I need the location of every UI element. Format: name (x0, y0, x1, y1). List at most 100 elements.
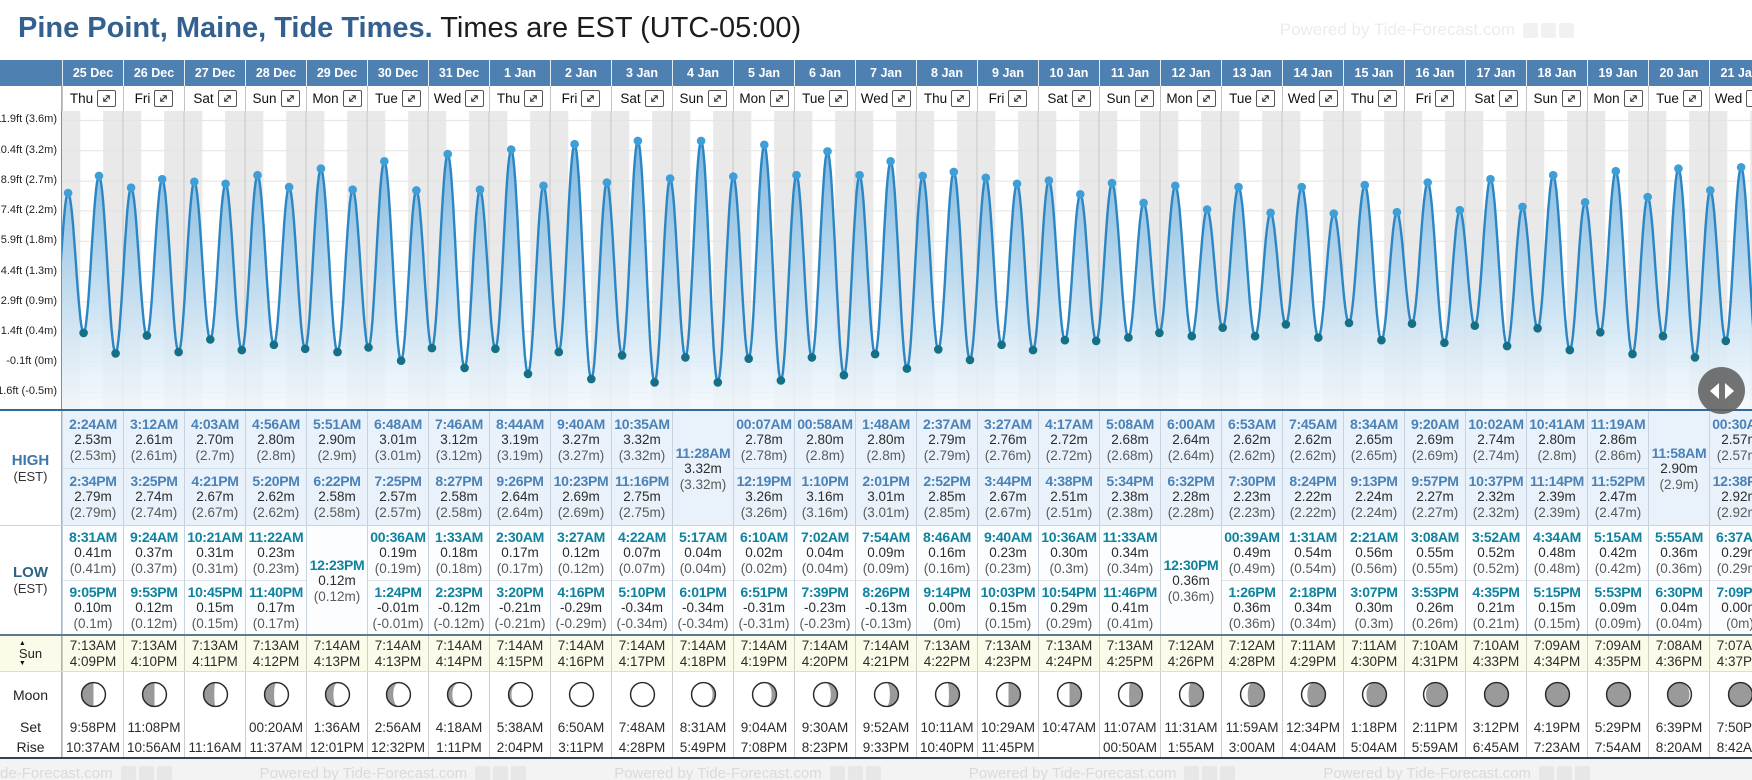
low-tide-cell-27: 6:37AM0.29m(0.29m)7:09PM0.00m(0m) (1709, 526, 1752, 634)
weekday-text: Wed (433, 91, 462, 106)
sunset-time: 4:28PM (1228, 653, 1276, 669)
expand-day-button[interactable] (1378, 90, 1398, 107)
low-tide-height: 0.15m (1538, 599, 1576, 615)
moon-phase-icon (1544, 681, 1570, 708)
moonset-row-label: Set (0, 717, 62, 737)
high-tide-height: 2.64m (1172, 431, 1210, 447)
low-tide-time: 4:35PM (1472, 583, 1520, 600)
low-tide-event: 8:26PM -0.13m (-0.13m) (856, 579, 916, 635)
expand-day-button[interactable] (217, 90, 237, 107)
expand-day-button[interactable] (401, 90, 421, 107)
high-tide-time: 7:25PM (374, 473, 422, 490)
low-tide-event: 4:16PM -0.29m (-0.29m) (551, 579, 611, 635)
expand-day-button[interactable] (1008, 90, 1028, 107)
high-tide-time: 4:38PM (1045, 473, 1093, 490)
low-tide-height: 0.26m (1416, 599, 1454, 615)
powered-by-footer-0: Powered by Tide-Forecast.com (0, 765, 172, 780)
high-tide-event: 3:27AM 2.76m (2.76m) (978, 411, 1038, 468)
expand-day-button[interactable] (1319, 90, 1339, 107)
high-tide-event: 2:24AM 2.53m (2.53m) (63, 411, 123, 468)
low-tide-time: 7:39PM (801, 583, 849, 600)
expand-day-button[interactable] (97, 90, 117, 107)
high-tide-height-alt: (2.58m) (435, 505, 483, 521)
expand-day-button[interactable] (1623, 90, 1643, 107)
low-tide-event: 8:46AM 0.16m (0.16m) (917, 526, 977, 580)
expand-day-button[interactable] (828, 90, 848, 107)
high-tide-event: 9:40AM 3.27m (3.27m) (551, 411, 611, 468)
high-tide-event: 5:51AM 2.90m (2.9m) (307, 411, 367, 468)
high-tide-cell-2: 4:03AM 2.70m (2.7m) 4:21PM 2.67m (2.67m) (184, 411, 245, 525)
sunset-time: 4:23PM (984, 653, 1032, 669)
brand-icon (1184, 766, 1200, 780)
expand-day-button[interactable] (951, 90, 971, 107)
expand-day-button[interactable] (1561, 90, 1581, 107)
date-cell-22: 16 Jan (1404, 60, 1465, 86)
weekday-cell-9: Sat (611, 86, 672, 111)
expand-day-button[interactable] (1746, 90, 1752, 107)
sun-times-cell-19: 7:12AM 4:28PM (1221, 636, 1282, 671)
moonrise-cell-19: 3:00AM (1221, 737, 1282, 757)
high-tide-time: 9:26PM (496, 473, 544, 490)
expand-day-button[interactable] (465, 90, 485, 107)
high-tide-cell-17: 5:08AM 2.68m (2.68m) 5:34PM 2.38m (2.38m) (1099, 411, 1160, 525)
expand-day-button[interactable] (154, 90, 174, 107)
low-tide-height: 0.04m (684, 545, 722, 561)
expand-day-button[interactable] (769, 90, 789, 107)
low-tide-time: 1:24PM (374, 583, 422, 600)
moonrise-cell-25: 7:54AM (1587, 737, 1648, 757)
sunset-time: 4:25PM (1106, 653, 1154, 669)
expand-day-button[interactable] (1134, 90, 1154, 107)
expand-day-button[interactable] (581, 90, 601, 107)
high-tide-time: 2:37AM (923, 415, 971, 432)
high-tide-time: 10:23PM (553, 473, 609, 490)
high-tide-time: 11:14PM (1530, 473, 1584, 490)
expand-day-button[interactable] (1071, 90, 1091, 107)
low-tide-cell-8: 3:27AM 0.12m (0.12m) 4:16PM -0.29m (-0.29m) (550, 526, 611, 634)
low-tide-time: 8:46AM (923, 529, 971, 546)
high-tide-event: 7:25PM 2.57m (2.57m) (368, 467, 428, 526)
expand-day-button[interactable] (644, 90, 664, 107)
high-tide-time: 11:28AM (675, 444, 731, 461)
moonset-cell-6: 4:18AM (428, 717, 489, 737)
scroll-right-button[interactable] (1698, 367, 1745, 414)
expand-day-button[interactable] (342, 90, 362, 107)
moon-phase-cell-16 (1038, 672, 1099, 717)
date-cell-5: 30 Dec (367, 60, 428, 86)
low-tide-time: 3:07PM (1350, 583, 1398, 600)
expand-day-button[interactable] (1196, 90, 1216, 107)
low-tide-event: 7:02AM 0.04m (0.04m) (795, 526, 855, 580)
expand-day-button[interactable] (707, 90, 727, 107)
weekday-cell-20: Wed (1282, 86, 1343, 111)
sunrise-time: 7:13AM (69, 637, 117, 653)
moon-phase-cell-21 (1343, 672, 1404, 717)
expand-day-button[interactable] (524, 90, 544, 107)
high-tide-cell-12: 00:58AM 2.80m (2.8m) 1:10PM 3.16m (3.16m) (794, 411, 855, 525)
low-tide-height-alt: (0.17m) (252, 615, 300, 631)
mountain-icon (1559, 22, 1574, 38)
expand-day-button[interactable] (280, 90, 300, 107)
low-tide-event: 4:35PM 0.21m (0.21m) (1466, 579, 1526, 635)
moon-phase-icon (141, 681, 167, 708)
expand-day-button[interactable] (1498, 90, 1518, 107)
moon-phase-cell-26 (1648, 672, 1709, 717)
weekday-text: Wed (860, 91, 889, 106)
tide-chart: 11.9ft (3.6m) 10.4ft (3.2m) 8.9ft (2.7m) 7.… (0, 111, 1752, 409)
powered-by-icons (1538, 766, 1590, 780)
high-tide-height-alt: (2.85m) (923, 505, 971, 521)
low-tide-event: 5:55AM 0.36m (0.36m) (1649, 526, 1709, 580)
low-tide-height: 0.12m (135, 599, 173, 615)
high-tide-time: 4:17AM (1045, 415, 1093, 432)
high-tide-cell-9: 10:35AM 3.32m (3.32m) 11:16PM 2.75m (2.75m) (611, 411, 672, 525)
expand-arrows-icon (1504, 95, 1512, 102)
high-tide-height-alt: (2.69m) (1411, 447, 1459, 463)
expand-day-button[interactable] (1435, 90, 1455, 107)
expand-day-button[interactable] (1682, 90, 1702, 107)
expand-day-button[interactable] (892, 90, 912, 107)
high-tide-cell-3: 4:56AM 2.80m (2.8m) 5:20PM 2.62m (2.62m) (245, 411, 306, 525)
high-tide-height-alt: (2.69m) (557, 505, 605, 521)
moon-phase-icon (751, 681, 777, 708)
high-tide-event: 4:21PM 2.67m (2.67m) (185, 467, 245, 526)
high-tide-height-alt: (2.8m) (256, 447, 296, 463)
expand-day-button[interactable] (1255, 90, 1275, 107)
